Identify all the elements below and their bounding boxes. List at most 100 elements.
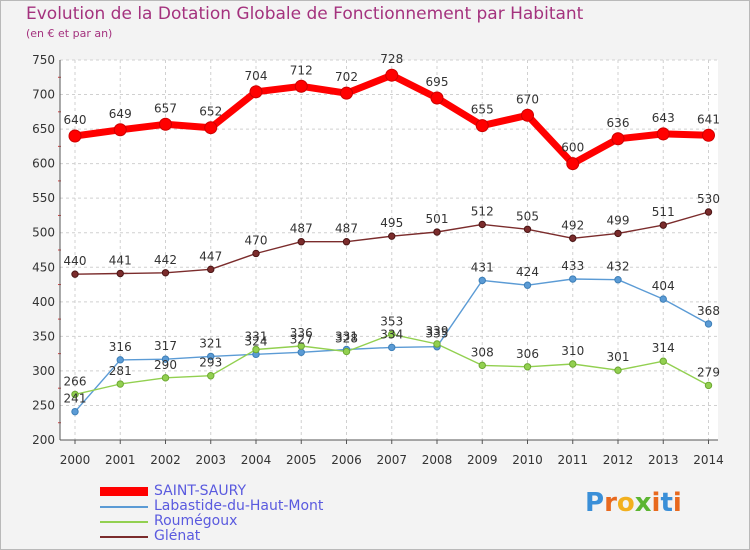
data-point-saint-saury bbox=[385, 68, 399, 82]
data-point-glenat bbox=[161, 269, 170, 277]
data-label-labastide: 432 bbox=[607, 260, 630, 274]
data-point-glenat bbox=[342, 238, 351, 246]
data-point-roumegoux bbox=[71, 390, 79, 399]
data-label-saint-saury: 702 bbox=[335, 70, 358, 84]
data-label-glenat: 495 bbox=[380, 216, 403, 230]
x-tick-label: 2001 bbox=[105, 453, 136, 467]
data-label-labastide: 433 bbox=[561, 259, 584, 273]
y-tick-label: 250 bbox=[32, 398, 55, 412]
legend-swatch-labastide bbox=[100, 505, 148, 508]
data-label-glenat: 470 bbox=[245, 233, 268, 247]
data-point-labastide bbox=[704, 320, 713, 328]
y-tick-label: 400 bbox=[32, 295, 55, 309]
data-point-roumegoux bbox=[252, 345, 260, 354]
data-point-labastide bbox=[116, 356, 124, 364]
x-tick-label: 2007 bbox=[376, 453, 407, 467]
legend-label-roumegoux: Roumégoux bbox=[154, 513, 238, 529]
data-point-roumegoux bbox=[207, 372, 215, 380]
x-tick-label: 2014 bbox=[693, 453, 724, 467]
data-label-labastide: 334 bbox=[380, 327, 403, 341]
logo-letter: i bbox=[651, 488, 661, 518]
logo-letter: o bbox=[616, 488, 635, 518]
x-tick-label: 2013 bbox=[648, 453, 679, 467]
data-point-glenat bbox=[569, 234, 577, 242]
data-point-roumegoux bbox=[704, 381, 713, 390]
legend-swatch-roumegoux bbox=[100, 520, 148, 523]
data-label-roumegoux: 293 bbox=[199, 356, 222, 370]
data-label-saint-saury: 728 bbox=[380, 52, 403, 66]
data-point-saint-saury bbox=[521, 108, 534, 122]
data-label-glenat: 530 bbox=[697, 192, 720, 206]
data-point-glenat bbox=[659, 221, 667, 229]
data-label-saint-saury: 712 bbox=[290, 63, 313, 77]
x-tick-label: 2010 bbox=[512, 453, 543, 467]
legend-item-labastide: Labastide-du-Haut-Mont bbox=[100, 499, 323, 514]
data-label-saint-saury: 636 bbox=[607, 116, 630, 130]
data-point-labastide bbox=[388, 343, 396, 352]
x-tick-label: 2008 bbox=[422, 453, 453, 467]
data-label-roumegoux: 331 bbox=[245, 329, 268, 343]
legend-label-glenat: Glénat bbox=[154, 528, 201, 544]
x-tick-label: 2004 bbox=[241, 453, 272, 467]
data-label-labastide: 431 bbox=[471, 260, 494, 274]
data-point-roumegoux bbox=[161, 374, 170, 382]
data-label-roumegoux: 314 bbox=[652, 341, 675, 355]
data-point-roumegoux bbox=[342, 347, 351, 356]
data-point-glenat bbox=[614, 229, 622, 238]
data-point-roumegoux bbox=[116, 380, 124, 388]
data-label-glenat: 441 bbox=[109, 253, 132, 267]
data-label-roumegoux: 279 bbox=[697, 365, 720, 379]
x-tick-label: 2011 bbox=[557, 453, 588, 467]
legend-item-saint-saury: SAINT-SAURY bbox=[100, 484, 323, 499]
legend-swatch-glenat bbox=[100, 535, 148, 538]
data-point-saint-saury bbox=[159, 117, 172, 131]
data-point-glenat bbox=[523, 225, 532, 233]
logo-letter: r bbox=[604, 488, 617, 518]
legend: SAINT-SAURY Labastide-du-Haut-Mont Roumé… bbox=[100, 484, 323, 544]
data-point-saint-saury bbox=[611, 132, 625, 146]
data-label-labastide: 424 bbox=[516, 265, 539, 279]
data-point-roumegoux bbox=[569, 360, 577, 368]
logo-letter: i bbox=[672, 488, 682, 518]
y-tick-label: 750 bbox=[32, 53, 55, 67]
data-label-roumegoux: 339 bbox=[426, 324, 449, 338]
data-label-saint-saury: 655 bbox=[471, 103, 494, 117]
x-tick-label: 2009 bbox=[467, 453, 498, 467]
y-tick-label: 700 bbox=[32, 88, 55, 102]
data-point-saint-saury bbox=[68, 129, 82, 143]
data-label-labastide: 327 bbox=[290, 332, 313, 346]
data-label-roumegoux: 308 bbox=[471, 345, 494, 359]
data-point-labastide bbox=[523, 281, 532, 289]
data-point-labastide bbox=[161, 355, 170, 363]
data-label-glenat: 492 bbox=[561, 218, 584, 232]
data-label-saint-saury: 657 bbox=[154, 101, 177, 115]
data-point-roumegoux bbox=[297, 342, 305, 350]
data-label-glenat: 447 bbox=[199, 249, 222, 263]
data-label-labastide: 368 bbox=[697, 304, 720, 318]
data-label-roumegoux: 310 bbox=[561, 344, 584, 358]
data-point-saint-saury bbox=[340, 86, 353, 100]
data-point-glenat bbox=[478, 220, 486, 229]
x-tick-label: 2000 bbox=[60, 453, 91, 467]
data-label-roumegoux: 328 bbox=[335, 332, 358, 346]
data-label-labastide: 317 bbox=[154, 339, 177, 353]
data-point-saint-saury bbox=[702, 128, 715, 142]
data-label-saint-saury: 704 bbox=[245, 69, 268, 83]
y-tick-label: 450 bbox=[32, 260, 55, 274]
data-point-labastide bbox=[569, 275, 577, 283]
legend-item-roumegoux: Roumégoux bbox=[100, 514, 323, 529]
data-label-roumegoux: 266 bbox=[64, 374, 87, 388]
legend-label-saint-saury: SAINT-SAURY bbox=[154, 483, 246, 499]
data-label-labastide: 331 bbox=[335, 329, 358, 343]
data-label-roumegoux: 281 bbox=[109, 364, 132, 378]
data-label-saint-saury: 640 bbox=[64, 113, 87, 127]
x-tick-label: 2002 bbox=[150, 453, 181, 467]
y-tick-label: 650 bbox=[32, 122, 55, 136]
data-label-saint-saury: 600 bbox=[561, 141, 584, 155]
data-point-saint-saury bbox=[204, 121, 218, 135]
data-label-glenat: 487 bbox=[290, 222, 313, 236]
data-label-labastide: 335 bbox=[426, 327, 449, 341]
data-point-labastide bbox=[478, 276, 486, 285]
data-point-glenat bbox=[388, 232, 396, 240]
